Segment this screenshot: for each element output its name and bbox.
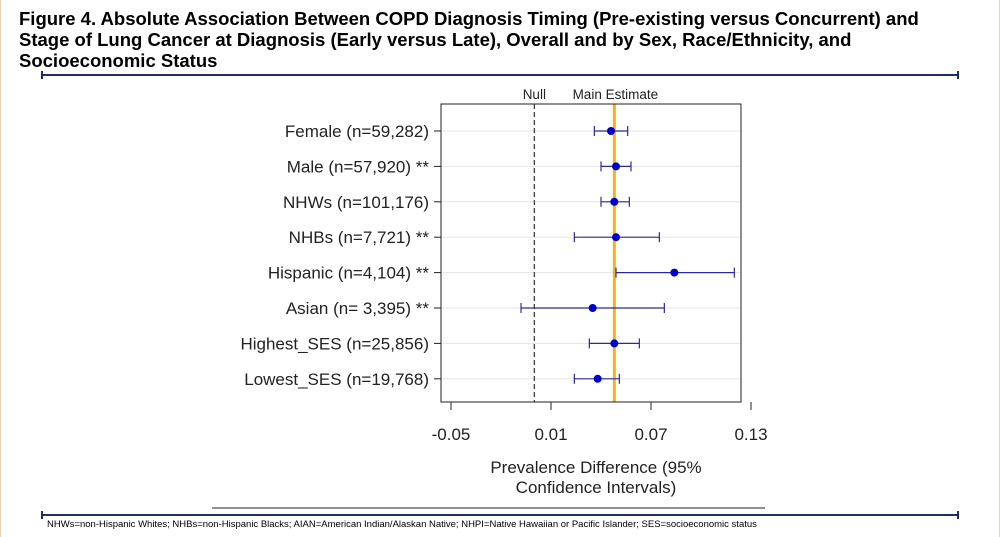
forest-row: NHBs (n=7,721) ** bbox=[289, 228, 660, 247]
row-label: Asian (n= 3,395) ** bbox=[286, 299, 430, 318]
forest-row: Highest_SES (n=25,856) bbox=[240, 334, 640, 353]
point-estimate bbox=[670, 268, 679, 277]
main-estimate-label: Main Estimate bbox=[573, 87, 659, 102]
x-tick-label: 0.07 bbox=[634, 425, 667, 444]
footnote: NHWs=non-Hispanic Whites; NHBs=non-Hispa… bbox=[47, 519, 757, 530]
forest-row: Asian (n= 3,395) ** bbox=[286, 299, 665, 318]
top-rule-right-tick bbox=[957, 71, 959, 79]
row-label: Hispanic (n=4,104) ** bbox=[268, 264, 430, 283]
point-estimate bbox=[612, 233, 620, 242]
frame-left-border bbox=[0, 0, 1, 537]
forest-row: Lowest_SES (n=19,768) bbox=[244, 370, 620, 389]
point-estimate bbox=[610, 339, 619, 348]
x-tick-label: -0.05 bbox=[432, 425, 471, 444]
grid-layer bbox=[441, 130, 741, 380]
point-estimate bbox=[612, 162, 620, 171]
point-estimate bbox=[610, 197, 619, 206]
x-axis-label-line: Prevalence Difference (95% bbox=[490, 458, 701, 477]
row-label: NHBs (n=7,721) ** bbox=[289, 228, 430, 247]
x-tick-label: 0.01 bbox=[534, 425, 567, 444]
forest-row: Female (n=59,282) bbox=[285, 122, 629, 141]
figure-title: Figure 4. Absolute Association Between C… bbox=[19, 8, 919, 71]
x-axis: -0.05 0.01 0.07 0.13 bbox=[432, 402, 768, 444]
forest-row: NHWs (n=101,176) bbox=[283, 193, 630, 212]
bottom-rule bbox=[42, 514, 958, 516]
top-rule bbox=[42, 74, 958, 76]
null-line-label: Null bbox=[523, 87, 546, 102]
rows-layer: Female (n=59,282) Male (n=57,920) ** NHWs … bbox=[240, 122, 735, 389]
top-rule-left-tick bbox=[41, 71, 43, 79]
plot-frame bbox=[440, 103, 742, 403]
row-label: Lowest_SES (n=19,768) bbox=[244, 370, 429, 389]
row-label: NHWs (n=101,176) bbox=[283, 193, 429, 212]
row-label: Male (n=57,920) ** bbox=[287, 157, 430, 176]
reference-lines: Null Main Estimate bbox=[523, 87, 658, 402]
x-axis-label-line: Confidence Intervals) bbox=[516, 478, 677, 497]
point-estimate bbox=[588, 304, 597, 312]
forest-row: Male (n=57,920) ** bbox=[287, 157, 632, 176]
point-estimate bbox=[593, 374, 602, 383]
row-label: Female (n=59,282) bbox=[285, 122, 429, 141]
point-estimate bbox=[607, 127, 615, 135]
bottom-rule-left-tick bbox=[41, 511, 43, 519]
x-tick-label: 0.13 bbox=[734, 425, 767, 444]
bottom-rule-right-tick bbox=[957, 511, 959, 519]
x-axis-label: Prevalence Difference (95%Confidence Int… bbox=[490, 458, 701, 497]
forest-row: Hispanic (n=4,104) ** bbox=[268, 264, 735, 283]
row-label: Highest_SES (n=25,856) bbox=[240, 334, 429, 353]
